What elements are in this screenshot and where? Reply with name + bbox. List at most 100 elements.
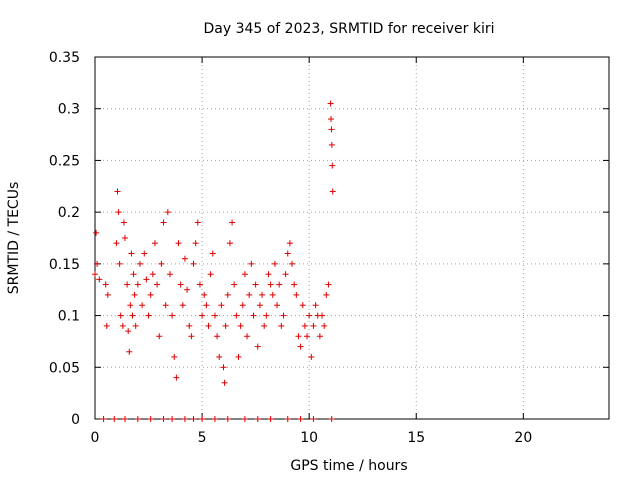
data-point — [120, 219, 127, 226]
data-point — [231, 281, 238, 288]
data-point — [156, 333, 163, 340]
data-point — [190, 416, 197, 422]
data-point — [211, 416, 218, 422]
data-point — [328, 116, 335, 123]
data-point — [205, 322, 212, 329]
data-point — [169, 312, 176, 319]
data-point — [282, 271, 289, 278]
data-point — [224, 416, 231, 422]
data-point — [134, 281, 141, 288]
data-point — [241, 271, 248, 278]
data-point — [151, 240, 158, 247]
data-point — [304, 333, 311, 340]
data-point — [160, 416, 167, 422]
data-point — [100, 416, 107, 422]
data-point — [164, 209, 171, 216]
data-point — [113, 240, 120, 247]
data-point — [125, 328, 132, 335]
data-point — [162, 302, 169, 309]
data-point — [310, 416, 317, 422]
data-point — [325, 281, 332, 288]
data-point — [130, 271, 137, 278]
data-point — [284, 416, 291, 422]
data-point — [103, 322, 110, 329]
data-point — [259, 291, 266, 298]
axis-ticks: 0 5 10 15 20 0 0.05 0.1 0.15 0.2 0.25 0.3 0.35 — [49, 50, 609, 446]
data-point — [94, 260, 101, 267]
data-point — [222, 322, 229, 329]
data-point — [328, 416, 335, 422]
data-point — [207, 271, 214, 278]
data-point — [267, 416, 274, 422]
data-point — [312, 302, 319, 309]
data-point — [194, 219, 201, 226]
data-point — [102, 281, 109, 288]
data-point — [196, 281, 203, 288]
data-point — [190, 260, 197, 267]
data-point — [171, 353, 178, 360]
data-point — [278, 322, 285, 329]
x-axis-label: GPS time / hours — [290, 458, 407, 474]
data-point — [327, 100, 334, 107]
data-point — [239, 302, 246, 309]
data-point — [216, 353, 223, 360]
data-point — [276, 281, 283, 288]
data-point — [237, 322, 244, 329]
data-point — [263, 312, 270, 319]
data-point — [209, 250, 216, 257]
data-point — [192, 240, 199, 247]
data-point — [186, 322, 193, 329]
data-point — [284, 250, 291, 257]
data-point — [218, 302, 225, 309]
data-point — [139, 302, 146, 309]
data-point — [308, 353, 315, 360]
data-point — [126, 348, 133, 355]
data-point — [104, 291, 111, 298]
x-tick-label: 0 — [91, 430, 100, 446]
data-point — [131, 291, 138, 298]
data-point — [141, 250, 148, 257]
data-point — [289, 260, 296, 267]
data-point — [166, 271, 173, 278]
data-point — [201, 291, 208, 298]
y-tick-label: 0.35 — [49, 50, 80, 66]
data-point — [92, 271, 98, 278]
data-point — [248, 260, 255, 267]
data-point — [179, 302, 186, 309]
data-point — [224, 291, 231, 298]
data-point — [181, 416, 188, 422]
data-point — [291, 281, 298, 288]
data-point — [267, 281, 274, 288]
data-point — [158, 260, 165, 267]
data-point — [160, 219, 167, 226]
data-point — [214, 333, 221, 340]
chart-title: Day 345 of 2023, SRMTID for receiver kir… — [203, 21, 494, 37]
data-point — [274, 302, 281, 309]
data-point — [203, 302, 210, 309]
data-point — [121, 235, 128, 241]
x-tick-label: 5 — [198, 430, 207, 446]
data-point — [295, 333, 302, 340]
data-point — [119, 322, 126, 329]
data-point — [221, 379, 228, 386]
data-point — [254, 343, 261, 350]
data-point — [301, 322, 308, 329]
data-point — [265, 271, 272, 278]
x-tick-label: 15 — [407, 430, 425, 446]
data-point — [149, 271, 156, 278]
data-point — [235, 353, 242, 360]
y-tick-label: 0.05 — [49, 360, 80, 376]
data-point — [286, 240, 293, 247]
data-point — [181, 255, 188, 262]
data-point — [233, 312, 240, 319]
data-point — [306, 312, 313, 319]
data-point — [93, 229, 100, 236]
data-point — [220, 364, 227, 371]
grid — [95, 57, 609, 419]
y-tick-label: 0.2 — [58, 205, 80, 221]
data-point — [145, 312, 152, 319]
y-axis-label: SRMTID / TECUs — [6, 182, 22, 295]
y-tick-label: 0.3 — [58, 102, 80, 118]
data-point — [241, 416, 248, 422]
